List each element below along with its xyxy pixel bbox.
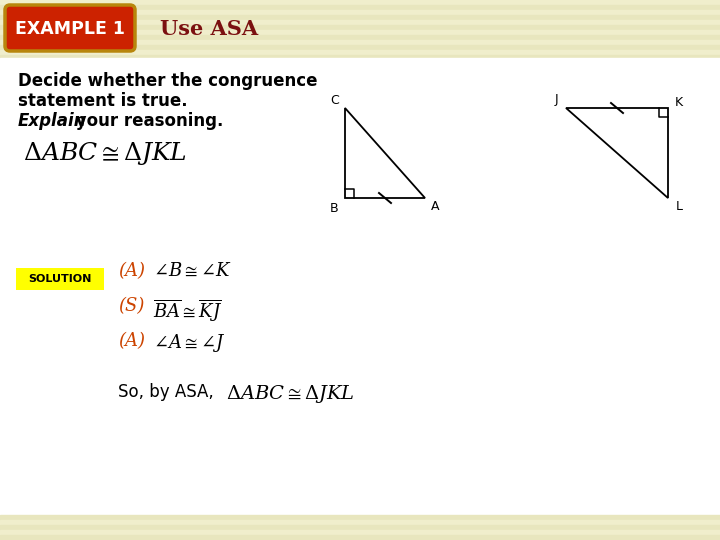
Text: K: K <box>675 97 683 110</box>
Text: So, by ASA,: So, by ASA, <box>118 383 214 401</box>
Text: L: L <box>675 199 683 213</box>
Text: A: A <box>431 199 439 213</box>
Text: Explain: Explain <box>18 112 86 130</box>
Bar <box>0 45 720 50</box>
Text: (A): (A) <box>118 262 145 280</box>
Bar <box>0 35 720 40</box>
Bar <box>0 525 720 530</box>
Bar <box>0 25 720 30</box>
Bar <box>0 5 720 10</box>
Bar <box>0 20 720 25</box>
Bar <box>16 268 104 290</box>
Bar <box>0 530 720 535</box>
Text: $\overline{BA} \cong \overline{KJ}$: $\overline{BA} \cong \overline{KJ}$ <box>153 297 222 323</box>
Bar <box>0 58 720 540</box>
Bar <box>0 55 720 60</box>
Text: (S): (S) <box>118 297 145 315</box>
Text: $\angle A \cong \angle J$: $\angle A \cong \angle J$ <box>153 332 225 354</box>
Text: B: B <box>330 201 338 214</box>
Text: J: J <box>554 92 558 105</box>
Text: C: C <box>330 93 339 106</box>
Text: your reasoning.: your reasoning. <box>70 112 223 130</box>
Bar <box>0 15 720 20</box>
Bar <box>0 50 720 55</box>
Text: $\Delta ABC \cong \Delta JKL$: $\Delta ABC \cong \Delta JKL$ <box>23 140 187 167</box>
Bar <box>0 535 720 540</box>
Bar <box>0 515 720 520</box>
Text: EXAMPLE 1: EXAMPLE 1 <box>15 20 125 38</box>
Text: Decide whether the congruence: Decide whether the congruence <box>18 72 318 90</box>
Bar <box>0 0 720 5</box>
FancyBboxPatch shape <box>5 5 135 51</box>
Bar <box>0 40 720 45</box>
Bar <box>0 30 720 35</box>
Text: Use ASA: Use ASA <box>160 19 258 39</box>
Bar <box>0 10 720 15</box>
Text: $\angle B \cong \angle K$: $\angle B \cong \angle K$ <box>153 262 232 280</box>
Text: $\Delta ABC \cong \Delta JKL$: $\Delta ABC \cong \Delta JKL$ <box>226 383 354 405</box>
Text: SOLUTION: SOLUTION <box>28 274 91 284</box>
Text: statement is true.: statement is true. <box>18 92 188 110</box>
Bar <box>0 520 720 525</box>
Text: (A): (A) <box>118 332 145 350</box>
